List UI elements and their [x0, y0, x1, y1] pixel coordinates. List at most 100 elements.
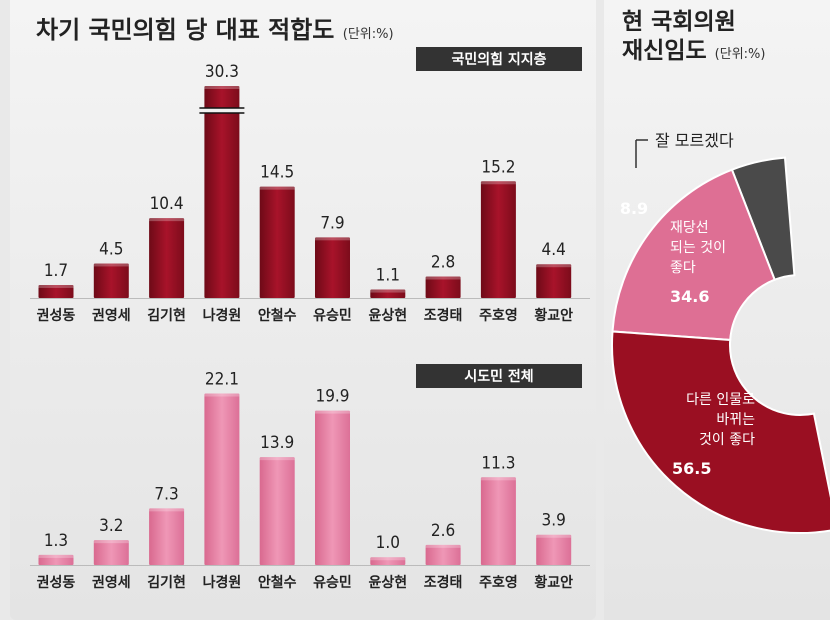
bar-권성동	[38, 284, 74, 298]
right-title-line2: 재신임도	[622, 38, 707, 64]
bar-김기현	[149, 508, 185, 565]
value-label: 7.9	[320, 213, 344, 233]
category-label: 권성동	[37, 308, 76, 324]
label-reelect: 되는 것이	[670, 240, 726, 256]
left-title-text: 차기 국민의힘 당 대표 적합도	[36, 16, 335, 44]
category-label: 나경원	[203, 574, 242, 591]
value-replace: 56.5	[672, 459, 711, 478]
bar-highlight	[38, 554, 74, 558]
category-label: 유승민	[313, 574, 352, 591]
value-label: 1.7	[44, 261, 68, 281]
right-title-line1: 현 국회의원	[622, 9, 736, 35]
value-label: 14.5	[260, 163, 294, 183]
series-banner-text: 국민의힘 지지층	[451, 51, 546, 68]
value-label: 30.3	[205, 62, 239, 82]
right-title: 현 국회의원 재신임도 (단위:%)	[622, 8, 765, 69]
series-banner	[416, 364, 582, 388]
bar-highlight	[149, 508, 185, 512]
label-replace: 바뀌는	[716, 412, 755, 428]
category-label: 유승민	[313, 307, 352, 324]
pie-slice-reelect	[611, 168, 776, 342]
category-label: 권성동	[37, 575, 76, 591]
bar-윤상현	[370, 289, 406, 298]
bar-유승민	[315, 410, 350, 565]
bar-highlight	[204, 86, 240, 89]
series-banner-text: 시도민 전체	[464, 368, 533, 385]
value-unknown: 8.9	[620, 199, 648, 218]
bar-황교안	[536, 264, 572, 298]
bar-조경태	[425, 276, 461, 298]
bar-황교안	[536, 534, 572, 565]
bar-권성동	[38, 554, 74, 565]
left-title: 차기 국민의힘 당 대표 적합도 (단위:%)	[36, 10, 394, 45]
label-reelect: 재당선	[670, 220, 709, 236]
category-label: 황교안	[534, 574, 573, 591]
value-label: 11.3	[481, 453, 515, 473]
bottom-chart: 시도민 전체 1.3 권성동 3.2 권영세 7.3 김기현 22.1 나경원 13.9 안철수 19…	[30, 364, 590, 591]
bar-highlight	[259, 186, 295, 190]
bar-유승민	[315, 237, 350, 298]
bar-highlight	[480, 181, 516, 185]
category-label: 권영세	[92, 307, 131, 324]
bar-highlight	[425, 544, 461, 548]
bar-highlight	[425, 276, 461, 280]
category-label: 윤상현	[368, 575, 407, 591]
right-unit: (단위:%)	[714, 47, 766, 62]
bar-권영세	[93, 540, 129, 565]
category-label: 주호영	[479, 307, 518, 324]
axis-break	[199, 108, 245, 113]
value-label: 2.6	[431, 521, 455, 541]
value-label: 22.1	[205, 370, 239, 390]
bar-나경원	[204, 86, 240, 298]
bar-안철수	[259, 186, 295, 298]
label-reelect: 좋다	[670, 260, 696, 276]
value-label: 2.8	[431, 252, 455, 272]
category-label: 안철수	[258, 574, 297, 591]
value-label: 15.2	[481, 157, 515, 177]
bar-조경태	[425, 544, 461, 565]
category-label: 권영세	[92, 574, 131, 591]
value-label: 3.2	[99, 516, 123, 536]
category-label: 김기현	[147, 307, 186, 324]
bar-김기현	[149, 218, 185, 298]
top-chart: 국민의힘 지지층 1.7 권성동 4.5 권영세 10.4 김기현 30.3 나경원 14.5 안철…	[30, 47, 590, 324]
category-label: 주호영	[479, 574, 518, 591]
bar-highlight	[480, 477, 516, 481]
bar-highlight	[370, 289, 406, 293]
category-label: 윤상현	[368, 308, 407, 324]
bar-나경원	[204, 393, 240, 565]
bar-highlight	[93, 540, 129, 544]
label-replace: 다른 인물로	[686, 392, 755, 408]
bar-highlight	[149, 218, 185, 222]
value-label: 13.9	[260, 433, 294, 453]
bar-highlight	[536, 264, 572, 268]
label-replace: 것이 좋다	[699, 432, 755, 448]
bar-highlight	[315, 237, 350, 241]
bar-highlight	[93, 263, 129, 267]
value-label: 4.4	[542, 240, 566, 260]
value-label: 10.4	[150, 194, 184, 214]
value-label: 1.0	[376, 533, 400, 553]
value-label: 1.1	[376, 266, 400, 286]
bar-주호영	[480, 181, 516, 298]
bar-안철수	[259, 457, 295, 565]
value-label: 19.9	[315, 387, 349, 407]
category-label: 안철수	[258, 307, 297, 324]
category-label: 나경원	[203, 307, 242, 324]
left-unit: (단위:%)	[342, 27, 394, 42]
category-label: 조경태	[424, 574, 463, 591]
bar-주호영	[480, 477, 516, 565]
value-label: 1.3	[44, 531, 68, 551]
value-label: 4.5	[99, 239, 123, 259]
bar-권영세	[93, 263, 129, 298]
bar-highlight	[259, 457, 295, 461]
value-label: 3.9	[542, 511, 566, 531]
bar-highlight	[315, 410, 350, 414]
bar-highlight	[370, 557, 406, 561]
bar-highlight	[38, 284, 74, 288]
bar-highlight	[536, 534, 572, 538]
series-banner	[416, 47, 582, 71]
bar-윤상현	[370, 557, 406, 565]
